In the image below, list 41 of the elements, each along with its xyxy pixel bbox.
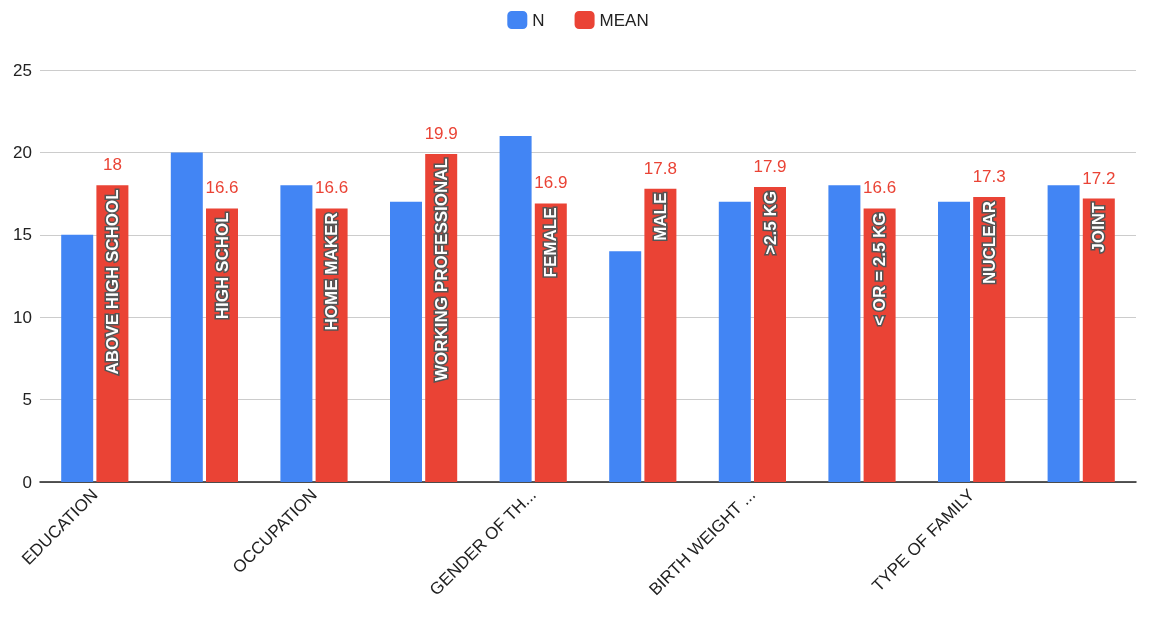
data-label: 18	[102, 155, 122, 175]
bar	[938, 201, 970, 482]
annotation: >2.5 KG	[760, 191, 780, 255]
y-tick-label: 10	[13, 307, 32, 327]
bar	[609, 251, 642, 482]
data-label: 17.3	[972, 166, 1006, 186]
annotation: ABOVE HIGH SCHOOL	[102, 189, 122, 375]
bar	[390, 201, 422, 482]
y-tick-label: 20	[13, 142, 32, 162]
data-label: 17.9	[753, 157, 787, 177]
legend-label: N	[532, 10, 545, 30]
y-tick-label: 15	[13, 225, 32, 245]
data-label: 19.9	[424, 124, 458, 144]
bar	[718, 201, 751, 482]
annotation: FEMALE	[541, 207, 561, 278]
bar	[280, 185, 313, 482]
legend-label: MEAN	[599, 10, 649, 30]
data-label: 16.6	[315, 178, 349, 198]
annotation: HOME MAKER	[322, 212, 342, 331]
y-tick-label: 0	[22, 472, 32, 492]
annotation: MALE	[650, 192, 670, 241]
data-label: 16.6	[205, 178, 239, 198]
annotation: HIGH SCHOL	[212, 212, 232, 320]
data-label: 17.2	[1082, 168, 1116, 188]
bar	[61, 234, 94, 482]
bar	[1082, 198, 1115, 482]
bar	[828, 185, 861, 482]
bar	[1047, 185, 1080, 482]
annotation: JOINT	[1089, 201, 1109, 253]
bar	[644, 188, 677, 482]
y-tick-label: 5	[22, 390, 32, 410]
data-label: 17.8	[643, 158, 677, 178]
annotation: NUCLEAR	[979, 200, 999, 285]
y-tick-label: 25	[13, 60, 32, 80]
bar	[499, 135, 532, 482]
annotation: < OR = 2.5 KG	[870, 212, 890, 326]
annotation: WORKING PROFESSIONAL	[431, 158, 451, 381]
data-label: 16.9	[534, 173, 568, 193]
bar	[754, 187, 786, 482]
bar	[170, 152, 203, 482]
data-label: 16.6	[863, 178, 897, 198]
